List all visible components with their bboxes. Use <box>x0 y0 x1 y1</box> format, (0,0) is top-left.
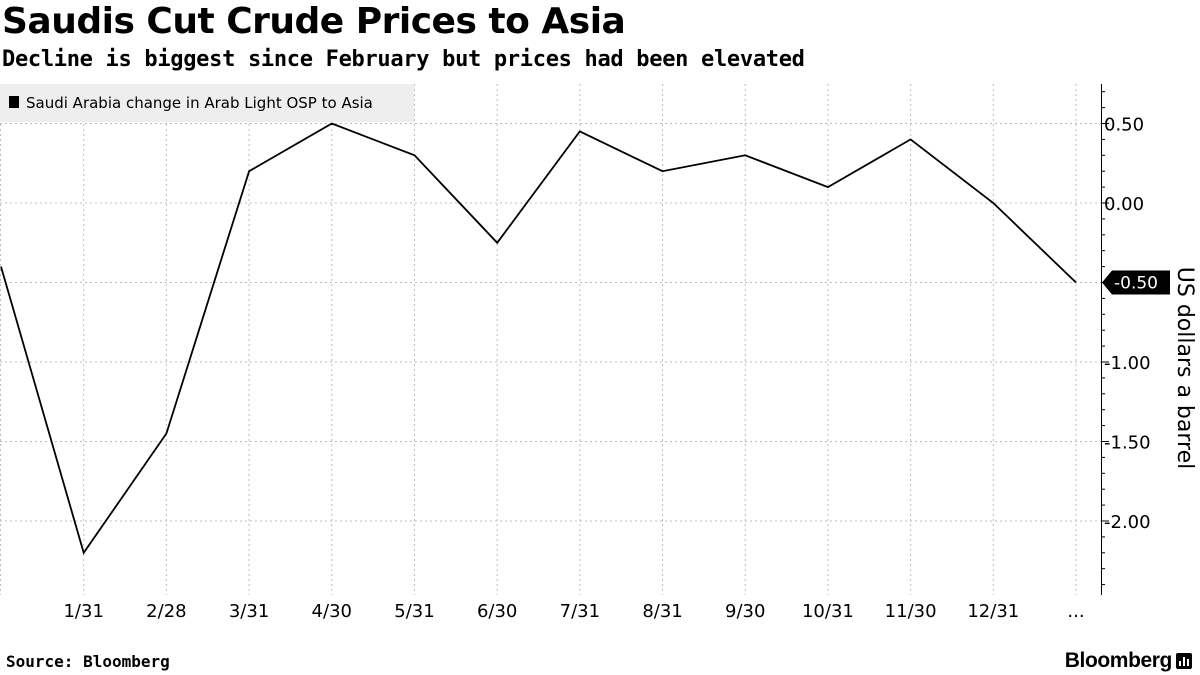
x-tick-label: 8/31 <box>642 601 682 622</box>
y-tick-label: 0.50 <box>1104 115 1144 136</box>
line-chart: Saudi Arabia change in Arab Light OSP to… <box>0 84 1197 622</box>
x-tick-label: 2/28 <box>146 601 186 622</box>
x-tick-label: 7/31 <box>560 601 600 622</box>
x-tick-label: 1/31 <box>63 601 103 622</box>
legend-swatch <box>9 96 19 108</box>
x-tick-label: 3/31 <box>229 601 269 622</box>
y-tick-label: 0.00 <box>1104 194 1144 215</box>
chart-subtitle: Decline is biggest since February but pr… <box>2 47 805 72</box>
x-tick-label: ... <box>1067 601 1084 622</box>
legend-background <box>0 84 414 122</box>
legend: Saudi Arabia change in Arab Light OSP to… <box>0 84 414 122</box>
callout-label: -0.50 <box>1114 274 1158 294</box>
callout-box <box>1102 270 1170 295</box>
x-tick-label: 5/31 <box>394 601 434 622</box>
y-tick-label: -2.00 <box>1104 512 1151 533</box>
source-note: Source: Bloomberg <box>6 652 170 671</box>
x-tick-label: 4/30 <box>312 601 352 622</box>
x-tick-label: 12/31 <box>967 601 1019 622</box>
bloomberg-chart-icon <box>1176 653 1192 669</box>
x-tick-label: 10/31 <box>802 601 854 622</box>
brand: Bloomberg <box>1065 648 1192 674</box>
y-axis: 0.50 0.00 -1.00 -1.50 -2.00 <box>1101 84 1151 595</box>
x-tick-label: 11/30 <box>885 601 937 622</box>
chart-title: Saudis Cut Crude Prices to Asia <box>2 1 626 42</box>
last-value-callout: -0.50 <box>1102 270 1170 295</box>
series <box>0 122 1077 555</box>
x-tick-label: 6/30 <box>477 601 517 622</box>
bloomberg-logo: Bloomberg <box>1064 649 1173 672</box>
x-tick-label: 9/30 <box>725 601 765 622</box>
grid <box>0 84 1101 595</box>
y-tick-label: -1.50 <box>1104 433 1151 454</box>
y-tick-label: -1.00 <box>1104 353 1151 374</box>
series-line <box>0 122 1077 555</box>
y-axis-title: US dollars a barrel <box>1172 267 1197 469</box>
x-axis: 1/31 2/28 3/31 4/30 5/31 6/30 7/31 8/31 9/30 10/3… <box>63 601 1084 622</box>
legend-label: Saudi Arabia change in Arab Light OSP to… <box>26 94 373 112</box>
